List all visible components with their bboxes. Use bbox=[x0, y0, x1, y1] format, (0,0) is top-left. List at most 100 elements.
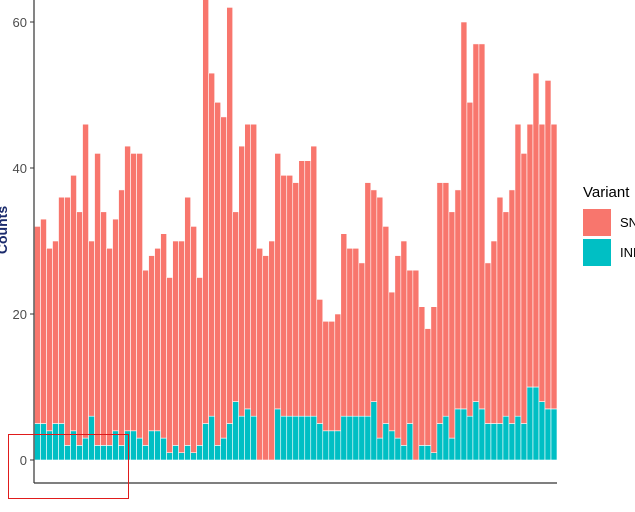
bar-snp-37 bbox=[250, 123, 258, 417]
bar-indel-41 bbox=[274, 408, 282, 461]
bar-snp-72 bbox=[460, 21, 468, 410]
bar-snp-10 bbox=[88, 240, 95, 417]
bar-snp-83 bbox=[526, 123, 534, 388]
bar-snp-3 bbox=[46, 248, 53, 432]
bar-indel-50 bbox=[328, 430, 336, 461]
bar-indel-26 bbox=[184, 445, 191, 461]
bar-indel-47 bbox=[310, 415, 318, 461]
bar-indel-35 bbox=[238, 415, 246, 461]
bar-indel-25 bbox=[178, 452, 185, 461]
bar-indel-20 bbox=[148, 430, 155, 461]
bar-snp-79 bbox=[502, 211, 510, 417]
legend-swatch-indel bbox=[583, 238, 611, 266]
bar-snp-34 bbox=[232, 211, 239, 402]
bar-indel-76 bbox=[484, 423, 492, 461]
bar-snp-61 bbox=[394, 255, 402, 439]
bar-snp-69 bbox=[442, 182, 450, 417]
bar-indel-82 bbox=[520, 423, 528, 461]
bar-indel-60 bbox=[388, 430, 396, 461]
bar-snp-8 bbox=[76, 211, 83, 446]
bar-snp-9 bbox=[82, 123, 89, 439]
bar-indel-75 bbox=[478, 408, 486, 461]
bar-snp-45 bbox=[298, 160, 306, 417]
bar-indel-83 bbox=[526, 386, 534, 461]
bar-snp-18 bbox=[136, 153, 143, 439]
bar-snp-85 bbox=[538, 123, 546, 402]
bar-indel-73 bbox=[466, 415, 474, 461]
bar-snp-55 bbox=[358, 262, 366, 417]
bar-indel-29 bbox=[202, 423, 209, 461]
y-tick-label: 60 bbox=[13, 15, 27, 30]
bar-snp-73 bbox=[466, 102, 474, 417]
bar-indel-59 bbox=[382, 423, 390, 461]
bar-snp-16 bbox=[124, 145, 131, 432]
bar-snp-21 bbox=[154, 248, 161, 432]
bar-indel-42 bbox=[280, 415, 288, 461]
bar-indel-62 bbox=[400, 445, 408, 461]
annotation-highlight-box bbox=[8, 434, 129, 499]
bar-indel-67 bbox=[430, 452, 438, 461]
bar-indel-72 bbox=[460, 408, 468, 461]
bar-indel-18 bbox=[136, 437, 143, 461]
bar-indel-58 bbox=[376, 437, 384, 461]
bar-snp-36 bbox=[244, 123, 252, 410]
bar-indel-37 bbox=[250, 415, 258, 461]
legend-title: Variant bbox=[583, 184, 630, 201]
legend: Variant SNP INDEL bbox=[583, 184, 635, 267]
bar-snp-64 bbox=[412, 269, 420, 461]
bar-indel-28 bbox=[196, 445, 203, 461]
bar-snp-4 bbox=[52, 240, 59, 424]
bars-group bbox=[34, 0, 558, 461]
bar-indel-57 bbox=[370, 401, 378, 461]
bar-snp-87 bbox=[550, 123, 558, 410]
bar-snp-60 bbox=[388, 291, 396, 432]
bar-snp-58 bbox=[376, 196, 384, 439]
legend-label-indel: INDEL bbox=[620, 244, 635, 260]
bar-snp-15 bbox=[118, 189, 125, 446]
bar-snp-1 bbox=[34, 226, 41, 424]
bar-snp-71 bbox=[454, 189, 462, 410]
bar-indel-65 bbox=[418, 445, 426, 461]
bar-snp-44 bbox=[292, 182, 300, 417]
bar-snp-6 bbox=[64, 196, 71, 446]
bar-indel-24 bbox=[172, 445, 179, 461]
bar-indel-27 bbox=[190, 452, 197, 461]
bar-indel-30 bbox=[208, 415, 215, 461]
bar-snp-5 bbox=[58, 196, 65, 424]
bar-snp-22 bbox=[160, 233, 167, 439]
bar-indel-53 bbox=[346, 415, 354, 461]
bar-snp-43 bbox=[286, 175, 294, 417]
bar-snp-68 bbox=[436, 182, 444, 424]
bar-snp-39 bbox=[262, 255, 270, 461]
bar-indel-46 bbox=[304, 415, 312, 461]
bar-snp-49 bbox=[322, 320, 330, 432]
bar-indel-63 bbox=[406, 423, 414, 461]
bar-indel-68 bbox=[436, 423, 444, 461]
bar-indel-43 bbox=[286, 415, 294, 461]
bar-indel-69 bbox=[442, 415, 450, 461]
bar-snp-50 bbox=[328, 320, 336, 432]
bar-snp-31 bbox=[214, 102, 221, 446]
bar-snp-80 bbox=[508, 189, 516, 424]
bar-snp-46 bbox=[304, 160, 312, 417]
bar-snp-74 bbox=[472, 43, 480, 402]
y-tick-label: 0 bbox=[20, 453, 27, 468]
bar-indel-21 bbox=[154, 430, 161, 461]
bar-indel-36 bbox=[244, 408, 252, 461]
bar-snp-14 bbox=[112, 218, 119, 432]
y-tick-label: 20 bbox=[13, 307, 27, 322]
bar-snp-33 bbox=[226, 7, 233, 424]
bar-indel-54 bbox=[352, 415, 360, 461]
bar-indel-78 bbox=[496, 423, 504, 461]
bar-snp-35 bbox=[238, 145, 246, 417]
bar-snp-2 bbox=[40, 218, 47, 424]
bar-indel-19 bbox=[142, 445, 149, 461]
bar-indel-66 bbox=[424, 445, 432, 461]
bar-snp-52 bbox=[340, 233, 348, 417]
bar-indel-86 bbox=[544, 408, 552, 461]
bar-snp-26 bbox=[184, 196, 191, 446]
bar-snp-48 bbox=[316, 299, 324, 424]
bar-snp-30 bbox=[208, 72, 215, 417]
bar-snp-20 bbox=[148, 255, 155, 432]
bar-snp-56 bbox=[364, 182, 372, 417]
